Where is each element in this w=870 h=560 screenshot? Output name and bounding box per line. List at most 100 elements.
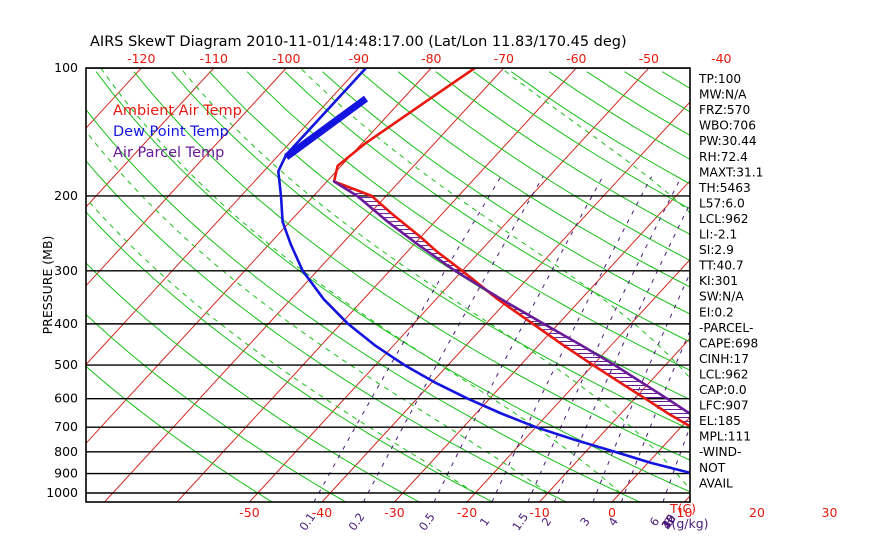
pressure-tick: 100 xyxy=(54,60,78,75)
mixing-ratio-tick: 25 xyxy=(659,512,679,532)
index-tt: TT:40.7 xyxy=(698,259,744,273)
index-wbo: WBO:706 xyxy=(699,119,756,133)
bottom-temp-tick: -10 xyxy=(529,505,549,520)
isotherm-line xyxy=(104,68,505,502)
pressure-tick: 1000 xyxy=(46,485,78,500)
top-temp-tick: -80 xyxy=(421,51,441,66)
parcel-temp-curve xyxy=(332,180,690,416)
mixing-ratio-tick: 3 xyxy=(577,515,593,529)
dry-adiabat-line xyxy=(435,71,690,235)
index-si: SI:2.9 xyxy=(699,243,734,257)
index-lcl2: LCL:962 xyxy=(699,367,748,381)
index-tp: TP:100 xyxy=(698,72,741,86)
legend-item-2: Dew Point Temp xyxy=(113,124,229,140)
temperature-axis-label: T(C) xyxy=(669,501,696,516)
top-temp-tick: -100 xyxy=(272,51,300,66)
isotherm-line xyxy=(611,416,690,502)
top-temp-tick: -70 xyxy=(494,51,514,66)
index-pw: PW:30.44 xyxy=(699,134,757,148)
grid-layer xyxy=(0,68,870,503)
index-maxt: MAXT:31.1 xyxy=(699,165,763,179)
pressure-tick: 800 xyxy=(54,444,78,459)
dry-adiabat-line xyxy=(86,262,420,502)
dry-adiabat-line xyxy=(397,71,690,261)
mixing-ratio-tick: 15 xyxy=(659,512,679,532)
moist-adiabat-line xyxy=(100,68,621,494)
dry-adiabat-line xyxy=(284,71,690,343)
index-el: EL:185 xyxy=(699,414,741,428)
pressure-tick: 600 xyxy=(54,391,78,406)
index-li: LI:-2.1 xyxy=(699,228,737,242)
mixing-ratio-line xyxy=(764,177,870,503)
mixing-ratio-tick: 0.5 xyxy=(416,510,438,533)
moist-adiabat-line xyxy=(180,68,690,491)
bottom-temp-tick: -50 xyxy=(239,505,259,520)
isotherm-line xyxy=(539,337,690,502)
isotherm-line xyxy=(466,258,690,502)
mixing-ratio-tick: 20 xyxy=(659,512,679,532)
dry-adiabat-line xyxy=(86,313,347,502)
plot-frame xyxy=(85,67,691,503)
bottom-temp-tick: -20 xyxy=(457,505,477,520)
dry-adiabat-line xyxy=(360,71,690,288)
bottom-temp-tick: 10 xyxy=(677,505,693,520)
dry-adiabat-line xyxy=(171,71,690,430)
mixing-ratio-tick: 10 xyxy=(659,512,679,532)
top-temp-tick: -110 xyxy=(200,51,228,66)
pressure-tick: 400 xyxy=(54,316,78,331)
isotherm-line xyxy=(86,68,215,208)
mixing-ratio-tick: 0.2 xyxy=(346,510,368,533)
top-temp-tick: -60 xyxy=(566,51,586,66)
index-wind_hdr: -WIND- xyxy=(699,445,741,459)
dry-adiabat-line xyxy=(851,72,870,502)
index-lfc: LFC:907 xyxy=(699,399,749,413)
index-lcl: LCL:962 xyxy=(699,212,748,226)
dry-adiabat-line xyxy=(95,71,690,493)
bottom-temp-tick: 0 xyxy=(608,505,616,520)
dry-adiabat-line xyxy=(246,71,690,371)
mixing-ratio-tick: 40 xyxy=(659,512,679,532)
pressure-tick: 500 xyxy=(54,357,78,372)
moist-adiabat-line xyxy=(500,68,690,214)
mixing-ratio-line xyxy=(491,176,652,502)
mixing-ratio-line xyxy=(824,177,870,503)
mixing-ratio-line xyxy=(313,176,502,502)
dry-adiabat-line xyxy=(86,365,273,502)
pressure-tick: 700 xyxy=(54,419,78,434)
mixing-ratio-tick: 1 xyxy=(477,515,493,529)
bottom-temp-tick: -30 xyxy=(384,505,404,520)
dry-adiabat-line xyxy=(86,211,494,502)
isotherm-line xyxy=(757,68,870,502)
isotherm-line xyxy=(86,68,432,445)
bottom-temp-tick: 20 xyxy=(749,505,765,520)
index-cap: CAP:0.0 xyxy=(699,383,747,397)
top-temp-tick: -40 xyxy=(711,51,731,66)
index-wind2: AVAIL xyxy=(699,476,733,490)
index-wind1: NOT xyxy=(699,461,726,475)
index-frz: FRZ:570 xyxy=(699,103,750,117)
top-temp-tick: -50 xyxy=(639,51,659,66)
pressure-tick: 300 xyxy=(54,263,78,278)
moist-adiabat-line xyxy=(807,68,870,493)
pressure-tick: 900 xyxy=(54,466,78,481)
index-th: TH:5463 xyxy=(698,181,751,195)
mixing-ratio-line xyxy=(362,176,544,502)
bottom-temp-tick: -40 xyxy=(312,505,332,520)
bottom-temp-tick: 30 xyxy=(822,505,838,520)
mixing-ratio-line xyxy=(846,177,870,503)
index-parcel_hdr: -PARCEL- xyxy=(699,321,753,335)
mixing-ratio-axis-label: (g/kg) xyxy=(671,516,708,531)
isotherm-line xyxy=(249,68,650,502)
isotherm-line xyxy=(830,68,870,502)
moist-adiabat-line xyxy=(86,130,549,494)
top-temp-tick: -120 xyxy=(127,51,155,66)
isotherm-line xyxy=(0,68,69,502)
dewpoint-saturated-segment xyxy=(284,95,369,160)
dewpoint-temp-curve xyxy=(277,68,690,475)
index-ei: EI:0.2 xyxy=(699,305,734,319)
dry-adiabat-line xyxy=(209,71,690,400)
legend-item-1: Ambient Air Temp xyxy=(113,103,242,119)
index-cape: CAPE:698 xyxy=(699,336,758,350)
